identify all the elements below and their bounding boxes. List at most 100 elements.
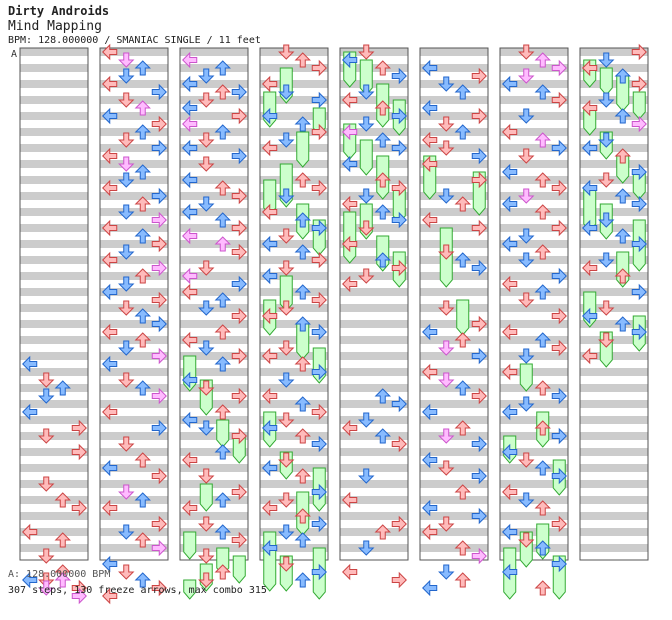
- step-arrow-up: [134, 268, 151, 284]
- beat-stripe: [580, 176, 648, 184]
- beat-stripe: [20, 416, 88, 424]
- beat-stripe: [340, 528, 408, 536]
- beat-stripe: [260, 192, 328, 200]
- beat-stripe: [340, 80, 408, 88]
- beat-stripe: [580, 352, 648, 360]
- step-arrow-left: [102, 251, 118, 269]
- beat-stripe: [20, 144, 88, 152]
- step-arrow-left: [262, 75, 278, 93]
- beat-stripe: [500, 240, 568, 248]
- step-arrow-left: [342, 419, 358, 437]
- beat-stripe: [20, 384, 88, 392]
- step-arrow-left: [582, 99, 598, 117]
- beat-stripe: [500, 512, 568, 520]
- beat-stripe: [580, 400, 648, 408]
- step-arrow-left: [102, 555, 118, 573]
- beat-stripe: [180, 352, 248, 360]
- beat-stripe: [260, 128, 328, 136]
- beat-stripe: [260, 64, 328, 72]
- beat-stripe: [260, 208, 328, 216]
- beat-stripe: [500, 224, 568, 232]
- step-arrow-right: [471, 467, 487, 485]
- beat-stripe: [180, 112, 248, 120]
- step-arrow-down: [358, 44, 375, 60]
- step-arrow-down: [278, 372, 295, 388]
- step-arrow-right: [391, 515, 407, 533]
- beat-stripe: [420, 400, 488, 408]
- step-arrow-down: [118, 524, 135, 540]
- beat-stripe: [180, 304, 248, 312]
- step-arrow-down: [38, 388, 55, 404]
- step-arrow-right: [151, 115, 167, 133]
- beat-stripe: [20, 448, 88, 456]
- beat-stripe: [500, 256, 568, 264]
- beat-stripe: [340, 448, 408, 456]
- beat-stripe: [100, 240, 168, 248]
- step-arrow-right: [311, 91, 327, 109]
- beat-stripe: [340, 544, 408, 552]
- step-arrow-left: [422, 323, 438, 341]
- step-arrow-up: [134, 380, 151, 396]
- step-arrow-up: [54, 572, 71, 588]
- beat-stripe: [580, 256, 648, 264]
- step-arrow-up: [374, 388, 391, 404]
- step-arrow-up: [214, 236, 231, 252]
- step-arrow-right: [391, 211, 407, 229]
- step-arrow-left: [182, 99, 198, 117]
- step-arrow-up: [214, 60, 231, 76]
- step-arrow-down: [438, 116, 455, 132]
- beat-stripe: [500, 288, 568, 296]
- step-arrow-up: [294, 468, 311, 484]
- step-arrow-down: [118, 204, 135, 220]
- beat-stripe: [100, 352, 168, 360]
- step-arrow-left: [102, 323, 118, 341]
- beat-stripe: [420, 144, 488, 152]
- step-arrow-right: [391, 179, 407, 197]
- step-arrow-up: [214, 84, 231, 100]
- step-arrow-down: [598, 332, 615, 348]
- beat-stripe: [340, 512, 408, 520]
- step-arrow-up: [454, 540, 471, 556]
- step-arrow-down: [358, 220, 375, 236]
- step-arrow-right: [551, 339, 567, 357]
- beat-stripe: [340, 272, 408, 280]
- step-arrow-left: [182, 51, 198, 69]
- beat-stripe: [420, 160, 488, 168]
- step-arrow-left: [342, 123, 358, 141]
- beat-stripe: [180, 240, 248, 248]
- beat-stripe: [260, 256, 328, 264]
- step-arrow-down: [518, 252, 535, 268]
- beat-stripe: [340, 240, 408, 248]
- step-arrow-up: [134, 492, 151, 508]
- step-arrow-up: [454, 380, 471, 396]
- beat-stripe: [340, 96, 408, 104]
- measure-column-5: [339, 44, 409, 589]
- step-arrow-up: [454, 84, 471, 100]
- step-arrow-down: [278, 412, 295, 428]
- beat-stripe: [580, 384, 648, 392]
- column-border: [179, 47, 249, 561]
- step-arrow-right: [151, 539, 167, 557]
- beat-stripe: [20, 256, 88, 264]
- step-arrow-down: [118, 484, 135, 500]
- step-arrow-down: [518, 148, 535, 164]
- step-arrow-up: [534, 204, 551, 220]
- step-arrow-right: [471, 347, 487, 365]
- beat-stripe: [20, 160, 88, 168]
- beat-stripe: [260, 512, 328, 520]
- chart-meta: BPM: 128.000000 / SMANIAC SINGLE / 11 fe…: [8, 35, 261, 46]
- step-arrow-left: [502, 443, 518, 461]
- beat-stripe: [420, 512, 488, 520]
- beat-stripe: [500, 160, 568, 168]
- step-arrow-down: [438, 140, 455, 156]
- beat-stripe: [180, 512, 248, 520]
- column-border: [259, 47, 329, 561]
- step-arrow-down: [198, 468, 215, 484]
- step-arrow-down: [198, 156, 215, 172]
- step-arrow-up: [454, 252, 471, 268]
- step-arrow-left: [182, 75, 198, 93]
- step-arrow-left: [422, 363, 438, 381]
- step-arrow-up: [214, 180, 231, 196]
- step-arrow-right: [151, 259, 167, 277]
- beat-stripe: [580, 144, 648, 152]
